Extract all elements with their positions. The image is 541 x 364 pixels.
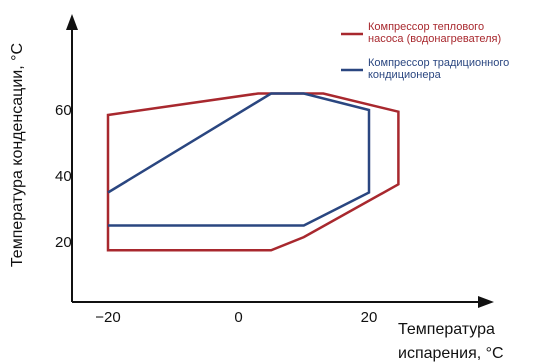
x-axis-label-line-1: Температура [398,321,495,338]
y-axis-label: Температура конденсации, °C [9,43,26,267]
legend-label-2: Компрессор традиционного кондиционера [368,57,509,81]
y-tick-label: 40 [55,168,72,185]
x-axis-label: Температура испарения, °C [398,321,504,362]
legend: Компрессор теплового насоса (водонагреват… [341,21,509,81]
x-tick-label: 20 [361,309,378,326]
x-axis-label-line-2: испарения, °C [398,345,504,362]
series [106,92,400,252]
series-1-outline [106,92,400,252]
y-tick-label: 60 [55,102,72,119]
axes [66,14,494,308]
series-2-outline [107,92,371,227]
x-tick-label: −20 [95,309,120,326]
x-tick-label: 0 [234,309,242,326]
legend-label-1: Компрессор теплового насоса (водонагреват… [368,21,501,45]
y-tick-label: 20 [55,234,72,251]
tick-labels: −20 0 20 20 40 60 [55,102,377,326]
y-axis-arrowhead [66,14,78,30]
x-axis-arrowhead [478,296,494,308]
